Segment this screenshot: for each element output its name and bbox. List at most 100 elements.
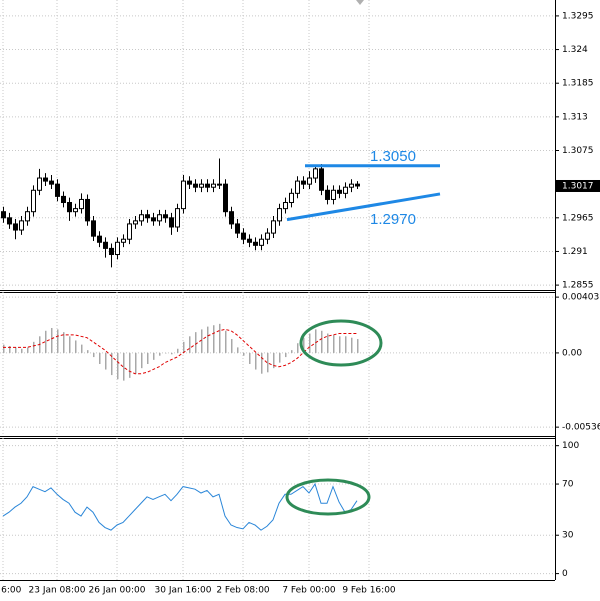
histogram-bar [291,350,293,353]
y-tick-label: 0.00 [562,348,582,358]
candle-body [145,214,150,219]
candle-body [103,241,108,249]
candle-body [31,189,36,213]
histogram-bar [99,352,101,364]
histogram-bar [111,352,113,376]
histogram-bar [183,341,185,353]
candle-body [19,220,24,231]
histogram-bar [75,340,77,353]
data-line [2,482,358,531]
histogram-bar [21,348,23,353]
candle-body [241,232,246,240]
candle-body [139,214,144,222]
candle-body [187,180,192,185]
y-tick-label: 1.2855 [562,281,594,291]
candle-body [73,208,78,213]
histogram-bar [279,352,281,363]
candle-body [319,168,324,191]
histogram-bar [255,352,257,370]
histogram-bar [321,330,323,353]
candle-body [217,183,222,186]
histogram-bar [339,336,341,353]
candle-body [13,223,18,231]
candle-body [7,217,12,225]
histogram-bar [249,352,251,364]
y-tick-label: 100 [562,441,579,451]
candle-body [127,223,132,240]
histogram-bar [207,326,209,353]
histogram-bar [237,347,239,353]
histogram-bar [189,336,191,353]
y-tick-label: 1.313 [562,112,588,122]
x-tick-label: 2 Feb 08:00 [216,586,270,596]
candle-body [121,238,126,243]
candle-body [235,223,240,234]
candle-body [205,183,210,188]
candle-body [301,180,306,185]
candle-body [91,220,96,237]
trend-line [286,192,441,222]
y-tick-label: -0.00536 [562,423,600,433]
candle-body [259,238,264,246]
histogram-bar [195,332,197,353]
candle-body [277,208,282,222]
x-tick-label: 9 Feb 16:00 [342,586,396,596]
histogram-bar [333,334,335,353]
histogram-bar [243,352,245,356]
histogram-bar [69,336,71,353]
candle-body [289,192,294,204]
candle-body [283,202,288,210]
candle-body [337,189,342,194]
histogram-bar [135,352,137,374]
candle-body [325,189,330,200]
histogram-bar [159,352,161,356]
histogram-bar [327,333,329,353]
y-tick-label: 30 [562,531,574,541]
histogram-bar [345,336,347,353]
candle-body [229,211,234,225]
histogram-bar [117,352,119,380]
candle-body [157,214,162,222]
candle-body [271,220,276,234]
histogram-bar [357,339,359,353]
histogram-bar [177,348,179,353]
candle-body [133,220,138,225]
x-tick-label: 7 Feb 00:00 [282,586,336,596]
candle-body [169,217,174,228]
histogram-bar [9,346,11,353]
histogram-bar [141,352,143,369]
x-tick-label: 23 Jan 08:00 [29,586,86,596]
candle-body [193,183,198,188]
current-price-label: 1.3017 [562,181,594,191]
histogram-bar [27,347,29,353]
candle-body [97,235,102,243]
candle-body [115,241,120,256]
histogram-bar [315,329,317,353]
histogram-bar [351,337,353,353]
candle-body [1,211,6,219]
y-tick-label: 0 [562,569,568,579]
candle-body [199,183,204,188]
y-tick-label: 1.3075 [562,146,594,156]
candle-body [307,177,312,185]
candle-body [313,168,318,179]
histogram-bar [165,352,167,354]
histogram-bar [297,343,299,353]
highlight-ellipse [299,319,383,367]
candle-body [265,232,270,240]
candle-body [109,247,114,256]
candle-body [331,189,336,200]
candle-body [37,177,42,191]
histogram-bar [87,350,89,353]
highlight-ellipse [285,478,371,516]
candle-body [61,195,66,204]
histogram-bar [45,330,47,353]
histogram-bar [33,341,35,353]
histogram-bar [171,352,173,355]
histogram-bar [81,344,83,353]
candle-body [85,198,90,222]
candle-body [151,217,156,222]
histogram-bar [147,352,149,364]
